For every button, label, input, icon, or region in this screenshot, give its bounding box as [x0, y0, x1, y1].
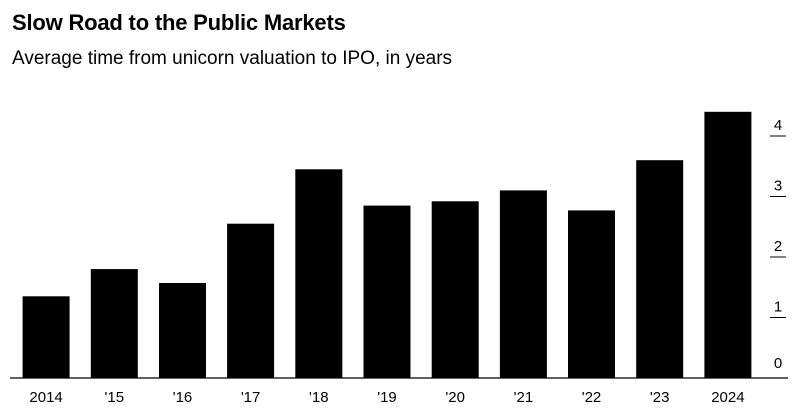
y-tick-label: 3 — [774, 178, 782, 195]
x-tick-label: '19 — [377, 389, 397, 406]
bars-group — [22, 111, 752, 379]
chart-title: Slow Road to the Public Markets — [12, 10, 346, 35]
y-tick-label: 4 — [774, 117, 782, 134]
bar-20 — [431, 201, 479, 378]
y-tick-label: 1 — [774, 299, 782, 316]
x-tick-label: '22 — [582, 389, 602, 406]
x-tick-label: '16 — [173, 389, 193, 406]
x-tick-label: 2024 — [711, 389, 744, 406]
x-tick-label: '21 — [514, 389, 534, 406]
y-tick-label: 0 — [774, 355, 782, 372]
y-tick-label: 2 — [774, 238, 782, 255]
y-axis: 0 1 2 3 4 — [770, 117, 786, 372]
bar-16 — [159, 283, 206, 378]
x-tick-label: '15 — [105, 389, 125, 406]
bar-22 — [568, 210, 615, 378]
x-tick-label: 2014 — [29, 389, 62, 406]
x-tick-label: '20 — [445, 389, 465, 406]
bar-2014 — [22, 296, 70, 378]
bar-17 — [227, 223, 275, 378]
bar-19 — [363, 205, 411, 378]
bar-21 — [499, 190, 547, 378]
x-tick-label: '23 — [650, 389, 670, 406]
chart-subtitle: Average time from unicorn valuation to I… — [12, 48, 453, 69]
bar-23 — [636, 160, 684, 378]
x-axis: 2014 '15 '16 '17 '18 '19 '20 '21 '22 '23 2024 — [29, 389, 744, 406]
x-tick-label: '18 — [309, 389, 329, 406]
bar-2024 — [704, 111, 752, 379]
bar-15 — [90, 269, 138, 378]
x-tick-label: '17 — [241, 389, 261, 406]
bar-18 — [295, 169, 343, 378]
